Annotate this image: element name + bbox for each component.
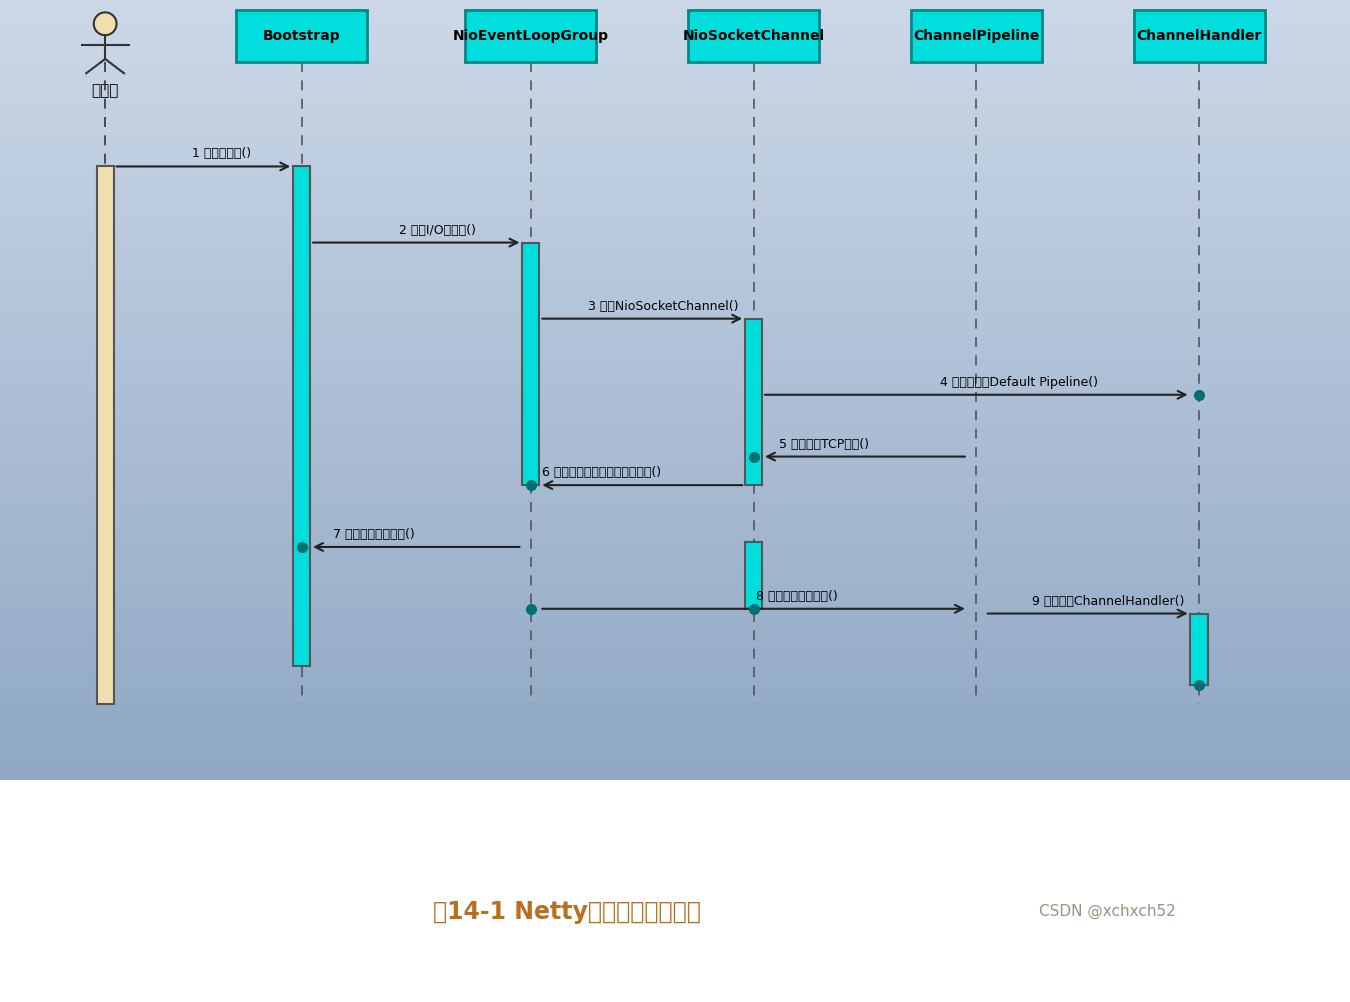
Bar <box>911 9 1042 62</box>
Bar <box>293 166 310 666</box>
Text: 5 异步发起TCP连接(): 5 异步发起TCP连接() <box>779 438 869 451</box>
Text: 4 创建默认的Default Pipeline(): 4 创建默认的Default Pipeline() <box>940 376 1098 389</box>
Text: ChannelPipeline: ChannelPipeline <box>913 29 1040 43</box>
Bar <box>745 319 763 485</box>
Text: 7 处理连接结果事件(): 7 处理连接结果事件() <box>333 528 414 541</box>
Text: 客户端: 客户端 <box>92 83 119 98</box>
Text: 2 构建I/O线程组(): 2 构建I/O线程组() <box>400 223 477 236</box>
Text: ChannelHandler: ChannelHandler <box>1137 29 1262 43</box>
Bar <box>0 780 1350 1002</box>
Bar <box>97 166 113 703</box>
Text: 3 创建NioSocketChannel(): 3 创建NioSocketChannel() <box>587 300 738 313</box>
Text: 1 创建客户端(): 1 创建客户端() <box>192 147 251 160</box>
Bar <box>466 9 597 62</box>
Text: NioEventLoopGroup: NioEventLoopGroup <box>452 29 609 43</box>
Text: Bootstrap: Bootstrap <box>263 29 340 43</box>
Text: 9 调用用户ChannelHandler(): 9 调用用户ChannelHandler() <box>1031 594 1184 607</box>
Bar <box>745 542 763 609</box>
Bar <box>522 242 540 485</box>
Circle shape <box>93 12 116 35</box>
Text: 图14-1 Netty客户端创建时序图: 图14-1 Netty客户端创建时序图 <box>433 900 701 924</box>
Text: NioSocketChannel: NioSocketChannel <box>683 29 825 43</box>
Bar <box>1191 613 1207 685</box>
Bar <box>688 9 819 62</box>
Text: 8 发送连接成功事件(): 8 发送连接成功事件() <box>756 590 837 603</box>
Bar <box>236 9 367 62</box>
Bar <box>1134 9 1265 62</box>
Text: CSDN @xchxch52: CSDN @xchxch52 <box>1038 904 1176 920</box>
Text: 6 注册连接操作位到多路复用器(): 6 注册连接操作位到多路复用器() <box>541 466 660 479</box>
